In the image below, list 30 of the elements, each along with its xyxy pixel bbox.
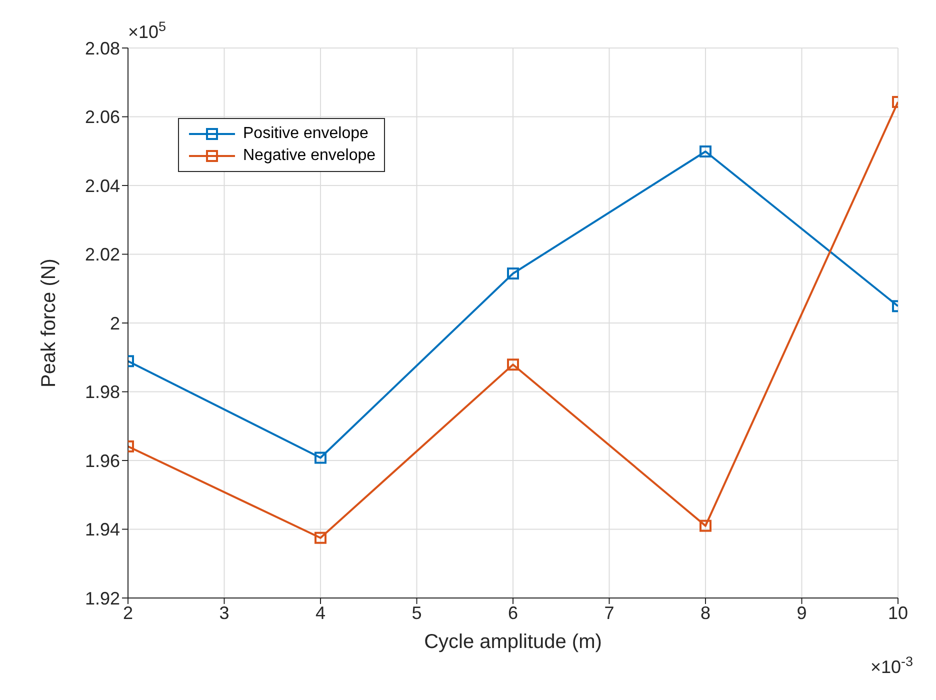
y-tick-label: 2.08 bbox=[84, 38, 120, 58]
y-axis-title: Peak force (N) bbox=[38, 258, 60, 388]
x-tick-label: 2 bbox=[122, 602, 134, 623]
text: ×10$^{5}$ bbox=[128, 18, 166, 42]
x-tick-label: 9 bbox=[796, 602, 807, 623]
y-tick-label: 1.94 bbox=[84, 520, 120, 540]
y-tick-label: 2.06 bbox=[84, 107, 120, 128]
y-tick-label: 2.02 bbox=[84, 244, 120, 265]
y-tick-label: 1.96 bbox=[84, 450, 120, 471]
point bbox=[507, 268, 519, 280]
x-tick-label: 4 bbox=[315, 602, 326, 623]
point bbox=[507, 358, 519, 371]
x-axis-title: Cycle amplitude (m) bbox=[424, 631, 602, 653]
point bbox=[314, 532, 326, 544]
text: ×10$^{-3}$ bbox=[870, 654, 913, 677]
x-tick-label: 5 bbox=[412, 602, 422, 623]
x-tick-label: 8 bbox=[700, 602, 711, 623]
y-tick-label: 2.04 bbox=[84, 176, 120, 196]
legend-label: Negative envelope bbox=[243, 147, 376, 165]
y-tick-label: 1.92 bbox=[84, 588, 120, 608]
point bbox=[700, 145, 712, 158]
y-tick-label: 1.98 bbox=[84, 382, 120, 402]
legend-label: Positive envelope bbox=[243, 125, 368, 143]
x-tick-label: 10 bbox=[888, 602, 908, 623]
point bbox=[314, 452, 326, 464]
x-tick-label: 7 bbox=[604, 602, 614, 623]
x-tick-label: 6 bbox=[508, 602, 518, 623]
point bbox=[700, 520, 712, 532]
x-tick-label: 3 bbox=[219, 602, 230, 623]
y-tick-label: 2 bbox=[110, 313, 120, 334]
